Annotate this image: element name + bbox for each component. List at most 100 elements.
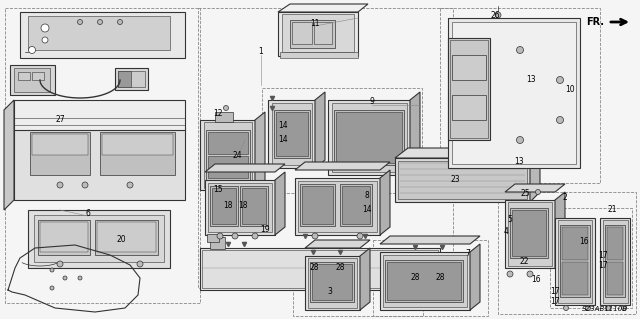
Polygon shape xyxy=(295,178,380,235)
Polygon shape xyxy=(305,256,360,310)
Polygon shape xyxy=(14,100,185,130)
Bar xyxy=(512,210,546,256)
Bar xyxy=(560,225,590,297)
Circle shape xyxy=(57,261,63,267)
Polygon shape xyxy=(308,258,357,308)
Bar xyxy=(262,88,422,193)
Polygon shape xyxy=(20,12,185,58)
Bar xyxy=(280,52,358,58)
Bar xyxy=(210,237,225,249)
Polygon shape xyxy=(332,103,407,172)
Bar xyxy=(385,260,463,302)
Bar xyxy=(212,188,236,224)
Text: 27: 27 xyxy=(55,115,65,124)
Text: 17: 17 xyxy=(550,286,560,295)
Bar xyxy=(240,186,268,226)
Polygon shape xyxy=(305,240,370,248)
Bar xyxy=(5,8,200,303)
Circle shape xyxy=(252,233,258,239)
Bar xyxy=(452,55,486,80)
Text: 13: 13 xyxy=(514,158,524,167)
Text: 17: 17 xyxy=(550,298,560,307)
Circle shape xyxy=(312,233,318,239)
Polygon shape xyxy=(34,215,164,262)
Circle shape xyxy=(441,245,443,247)
Circle shape xyxy=(77,19,83,25)
Text: 16: 16 xyxy=(579,236,589,246)
Text: 23: 23 xyxy=(450,175,460,184)
Circle shape xyxy=(137,261,143,267)
Text: 28: 28 xyxy=(435,273,445,283)
Polygon shape xyxy=(383,255,467,307)
Polygon shape xyxy=(102,134,173,155)
Polygon shape xyxy=(555,218,595,305)
Polygon shape xyxy=(200,120,255,190)
Text: 12: 12 xyxy=(213,108,223,117)
Text: 10: 10 xyxy=(565,85,575,94)
Polygon shape xyxy=(28,210,170,268)
Bar xyxy=(207,234,219,242)
Circle shape xyxy=(271,106,273,108)
Polygon shape xyxy=(555,192,565,268)
Circle shape xyxy=(50,286,54,290)
Circle shape xyxy=(563,306,568,310)
Bar xyxy=(605,225,625,297)
Circle shape xyxy=(339,250,340,252)
Circle shape xyxy=(271,96,273,98)
Circle shape xyxy=(414,245,416,247)
Circle shape xyxy=(495,12,501,18)
Polygon shape xyxy=(200,248,440,290)
Circle shape xyxy=(586,306,591,310)
Polygon shape xyxy=(204,122,252,188)
Text: 2: 2 xyxy=(563,194,568,203)
Bar xyxy=(242,188,266,224)
Polygon shape xyxy=(450,40,488,138)
Circle shape xyxy=(312,250,314,252)
Polygon shape xyxy=(530,148,540,202)
Text: 21: 21 xyxy=(607,205,617,214)
Circle shape xyxy=(536,189,541,195)
Circle shape xyxy=(605,306,611,310)
Polygon shape xyxy=(290,20,335,48)
Text: 15: 15 xyxy=(213,186,223,195)
Text: SZ3AB1110B: SZ3AB1110B xyxy=(582,306,628,312)
Bar xyxy=(387,262,461,300)
Bar xyxy=(274,110,310,158)
Bar xyxy=(607,227,623,260)
Bar xyxy=(300,184,335,226)
Polygon shape xyxy=(278,12,358,56)
Text: 24: 24 xyxy=(232,151,242,160)
Polygon shape xyxy=(328,100,410,175)
Bar xyxy=(206,130,250,180)
Bar xyxy=(562,262,588,295)
Circle shape xyxy=(127,182,133,188)
Circle shape xyxy=(41,24,49,32)
Text: 28: 28 xyxy=(309,263,319,272)
Circle shape xyxy=(507,271,513,277)
Bar xyxy=(292,22,312,44)
Text: 4: 4 xyxy=(504,227,508,236)
Bar xyxy=(210,186,238,226)
Circle shape xyxy=(42,37,48,43)
Circle shape xyxy=(557,77,563,84)
Text: 28: 28 xyxy=(410,273,420,283)
Polygon shape xyxy=(380,236,480,244)
Circle shape xyxy=(29,47,35,54)
Text: 9: 9 xyxy=(369,97,374,106)
Text: 19: 19 xyxy=(260,226,270,234)
Bar xyxy=(342,186,370,224)
Polygon shape xyxy=(4,100,14,210)
Polygon shape xyxy=(30,132,90,175)
Polygon shape xyxy=(360,248,370,310)
Circle shape xyxy=(227,242,228,244)
Text: 7: 7 xyxy=(465,249,470,257)
Circle shape xyxy=(527,271,533,277)
Polygon shape xyxy=(278,4,368,12)
Circle shape xyxy=(304,234,306,236)
Text: 22: 22 xyxy=(519,257,529,266)
Bar xyxy=(276,112,308,156)
Polygon shape xyxy=(395,158,530,202)
Polygon shape xyxy=(28,16,170,50)
Circle shape xyxy=(557,116,563,123)
Polygon shape xyxy=(410,92,420,175)
